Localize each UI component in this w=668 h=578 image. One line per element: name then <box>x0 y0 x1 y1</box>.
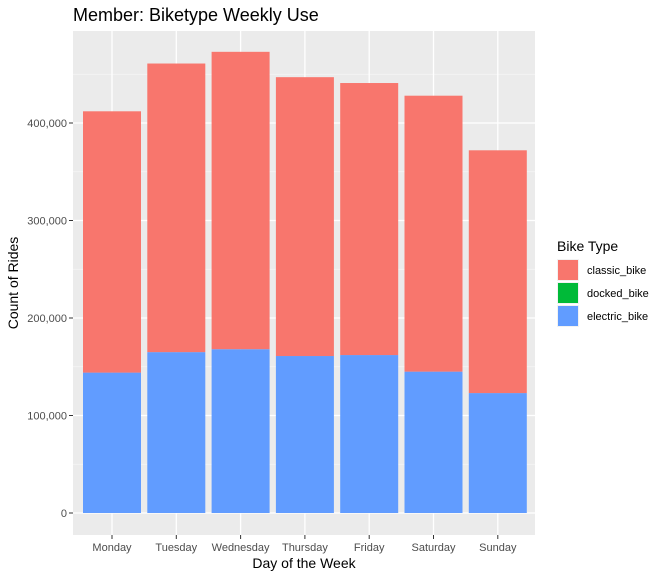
bar-classic-bike-friday <box>340 83 399 356</box>
bar-electric-bike-sunday <box>468 393 527 513</box>
y-tick-label: 300,000 <box>27 216 67 228</box>
x-axis: Monday Tuesday Wednesday Thursday Friday Satu… <box>92 535 517 554</box>
bars <box>83 51 527 513</box>
x-axis-title: Day of the Week <box>252 555 356 571</box>
legend-items: classic_bike docked_bike electric_bike <box>557 259 649 327</box>
bar-classic-bike-saturday <box>404 95 463 372</box>
legend-label-classic-bike: classic_bike <box>587 265 646 277</box>
legend-title: Bike Type <box>557 238 618 254</box>
bar-electric-bike-saturday <box>404 371 463 513</box>
y-axis: 0 100,000 200,000 300,000 400,000 <box>27 118 73 520</box>
bar-classic-bike-wednesday <box>211 51 270 350</box>
legend-swatch-classic-bike <box>558 260 578 280</box>
bar-electric-bike-monday <box>83 372 141 513</box>
bar-electric-bike-thursday <box>275 356 334 513</box>
bar-electric-bike-tuesday <box>147 352 206 513</box>
x-tick-label: Saturday <box>411 542 456 554</box>
legend-swatch-electric-bike <box>558 306 578 326</box>
bar-classic-bike-tuesday <box>147 63 206 353</box>
chart-title: Member: Biketype Weekly Use <box>73 5 319 25</box>
bar-classic-bike-sunday <box>468 150 527 394</box>
y-tick-label: 0 <box>61 508 67 520</box>
y-tick-label: 100,000 <box>27 411 67 423</box>
x-tick-label: Thursday <box>282 542 328 554</box>
y-tick-label: 200,000 <box>27 313 67 325</box>
bar-electric-bike-wednesday <box>211 349 270 513</box>
legend-label-docked-bike: docked_bike <box>587 288 649 300</box>
x-tick-label: Sunday <box>479 542 517 554</box>
legend-swatch-docked-bike <box>558 283 578 303</box>
x-tick-label: Friday <box>354 542 385 554</box>
x-tick-label: Monday <box>92 542 132 554</box>
y-axis-title: Count of Rides <box>5 237 21 330</box>
x-tick-label: Tuesday <box>155 542 197 554</box>
bar-electric-bike-friday <box>340 355 399 513</box>
x-tick-label: Wednesday <box>212 542 270 554</box>
bar-classic-bike-monday <box>83 111 141 373</box>
y-tick-label: 400,000 <box>27 118 67 130</box>
bar-classic-bike-thursday <box>275 77 334 357</box>
legend-label-electric-bike: electric_bike <box>587 311 648 323</box>
legend: Bike Type classic_bike docked_bikeelectri… <box>557 238 649 327</box>
